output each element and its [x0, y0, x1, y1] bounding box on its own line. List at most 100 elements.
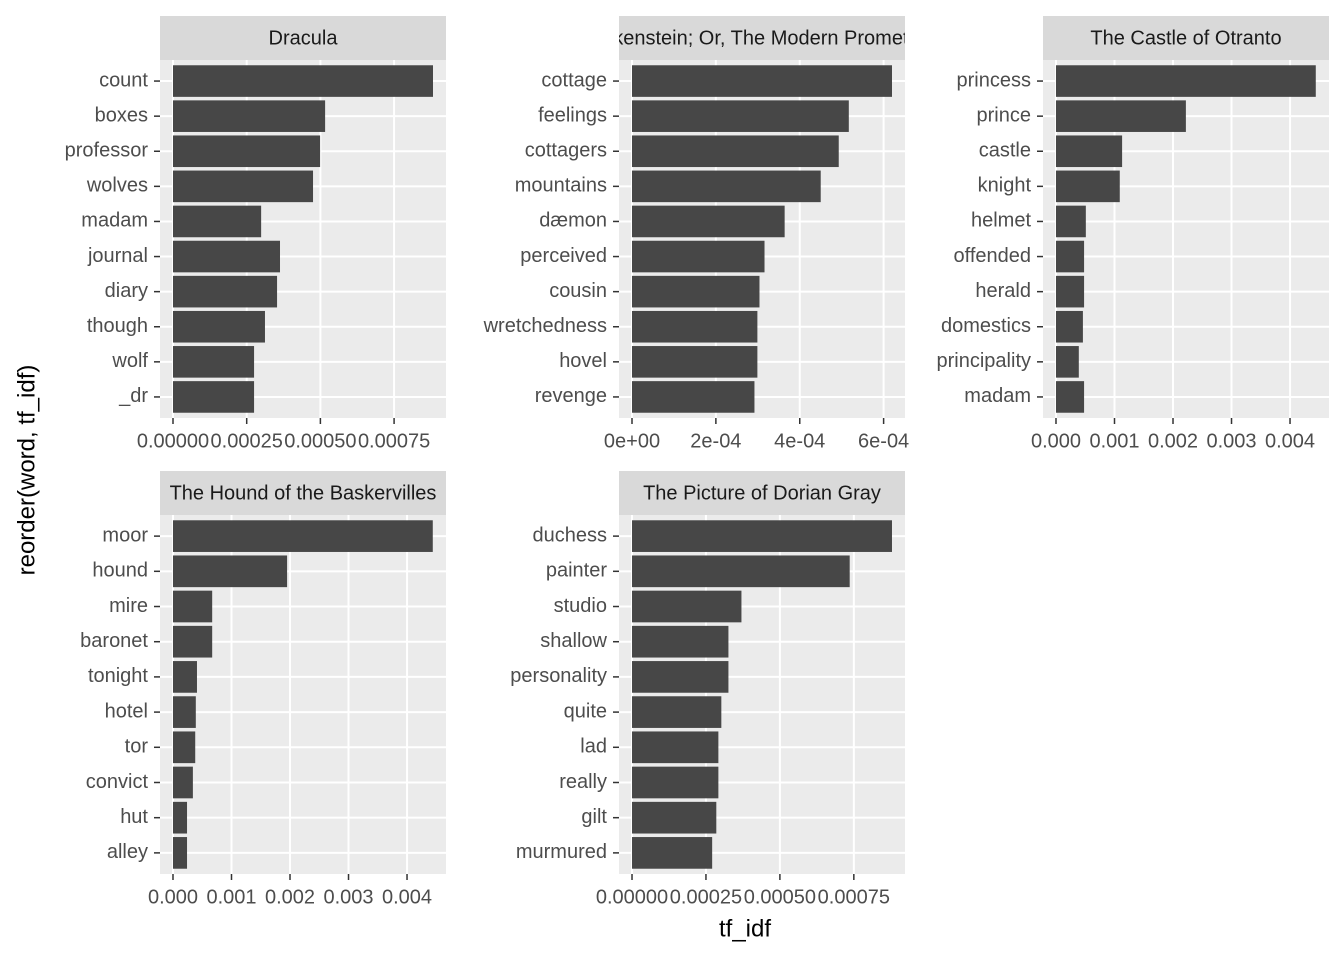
bar	[632, 275, 760, 308]
bar	[172, 801, 188, 834]
bar	[632, 100, 849, 132]
x-tick-label: 0.001	[1089, 430, 1139, 452]
x-tick-label: 0.000	[148, 886, 198, 908]
bar	[173, 170, 314, 203]
y-tick-label: madam	[964, 385, 1031, 407]
y-tick-label: alley	[107, 841, 148, 863]
strip-background	[160, 16, 446, 60]
bar	[173, 100, 326, 132]
y-tick-label: helmet	[971, 210, 1031, 232]
y-tick-label: shallow	[540, 630, 607, 652]
y-tick-label: knight	[978, 175, 1032, 197]
y-tick-label: principality	[937, 350, 1031, 372]
strip-title: The Castle of Otranto	[1090, 27, 1281, 49]
y-tick-label: professor	[65, 140, 149, 162]
y-tick-label: painter	[546, 560, 607, 582]
y-axis-title: reorder(word, tf_idf)	[13, 365, 40, 576]
bar	[632, 240, 765, 273]
bar	[632, 346, 758, 378]
strip-background	[160, 471, 446, 515]
bar	[632, 205, 785, 238]
y-tick-label: gilt	[581, 806, 607, 828]
bar	[172, 766, 193, 799]
strip-title: Frankenstein; Or, The Modern Prometheus	[572, 27, 952, 49]
x-tick-label: 0.003	[323, 886, 373, 908]
y-tick-label: wretchedness	[483, 315, 607, 337]
y-tick-label: studio	[554, 595, 607, 617]
bar	[632, 837, 713, 869]
bar	[172, 731, 196, 764]
y-tick-label: feelings	[538, 104, 607, 126]
x-tick-label: 0.00075	[818, 886, 890, 908]
y-tick-label: herald	[975, 280, 1031, 302]
y-tick-label: quite	[564, 700, 607, 722]
y-tick-label: hotel	[105, 700, 148, 722]
bar	[173, 346, 255, 378]
x-tick-label: 0.002	[265, 886, 315, 908]
bar	[172, 520, 433, 552]
y-tick-label: boxes	[95, 104, 148, 126]
y-tick-label: convict	[86, 771, 149, 793]
x-axis-title: tf_idf	[719, 915, 771, 942]
bar	[1055, 205, 1086, 238]
bar	[172, 555, 288, 588]
y-tick-label: though	[87, 315, 148, 337]
bar	[1055, 346, 1079, 378]
y-tick-label: really	[559, 771, 607, 793]
bar	[172, 590, 213, 623]
bar	[1055, 170, 1120, 203]
facet: The Castle of Otranto	[1043, 16, 1329, 418]
bar	[173, 275, 278, 308]
x-tick-label: 6e-04	[858, 430, 909, 452]
bar	[632, 661, 729, 693]
x-tick-label: 0.00000	[596, 886, 668, 908]
bar	[632, 555, 850, 588]
strip-background	[1043, 16, 1329, 60]
y-tick-label: offended	[954, 245, 1032, 267]
x-tick-label: 0.004	[382, 886, 432, 908]
bar	[632, 65, 892, 97]
y-tick-label: murmured	[516, 841, 607, 863]
y-tick-label: journal	[87, 245, 148, 267]
x-tick-label: 0.00025	[211, 430, 283, 452]
x-tick-label: 0.002	[1148, 430, 1198, 452]
bar	[172, 625, 213, 658]
x-tick-label: 0.00050	[284, 430, 356, 452]
y-tick-label: cottagers	[525, 140, 607, 162]
bar	[632, 766, 719, 799]
strip-background	[619, 16, 905, 60]
y-tick-label: count	[99, 69, 148, 91]
bar	[632, 381, 755, 413]
bar	[632, 590, 742, 623]
y-tick-label: prince	[977, 104, 1031, 126]
x-tick-label: 0.00025	[670, 886, 742, 908]
strip-title: Dracula	[269, 27, 339, 49]
y-tick-label: madam	[81, 210, 148, 232]
bar	[173, 381, 255, 413]
bar	[632, 801, 717, 834]
bar	[173, 135, 321, 168]
bar	[1055, 381, 1085, 413]
bar	[173, 310, 265, 343]
y-tick-label: diary	[105, 280, 148, 302]
bar	[172, 696, 196, 728]
bar	[173, 65, 433, 97]
y-tick-label: hovel	[559, 350, 607, 372]
x-tick-label: 0e+00	[604, 430, 660, 452]
x-tick-label: 0.004	[1265, 430, 1315, 452]
bar	[1055, 240, 1085, 273]
y-tick-label: _dr	[118, 385, 148, 407]
bar	[632, 135, 839, 168]
bar	[1055, 275, 1085, 308]
strip-background	[619, 471, 905, 515]
bar	[632, 731, 719, 764]
x-tick-label: 0.00075	[358, 430, 430, 452]
y-tick-label: wolf	[111, 350, 148, 372]
y-tick-label: princess	[957, 69, 1031, 91]
bar	[1055, 100, 1186, 132]
bar	[632, 170, 821, 203]
bar	[172, 837, 188, 869]
y-tick-label: baronet	[80, 630, 148, 652]
y-tick-label: domestics	[941, 315, 1031, 337]
